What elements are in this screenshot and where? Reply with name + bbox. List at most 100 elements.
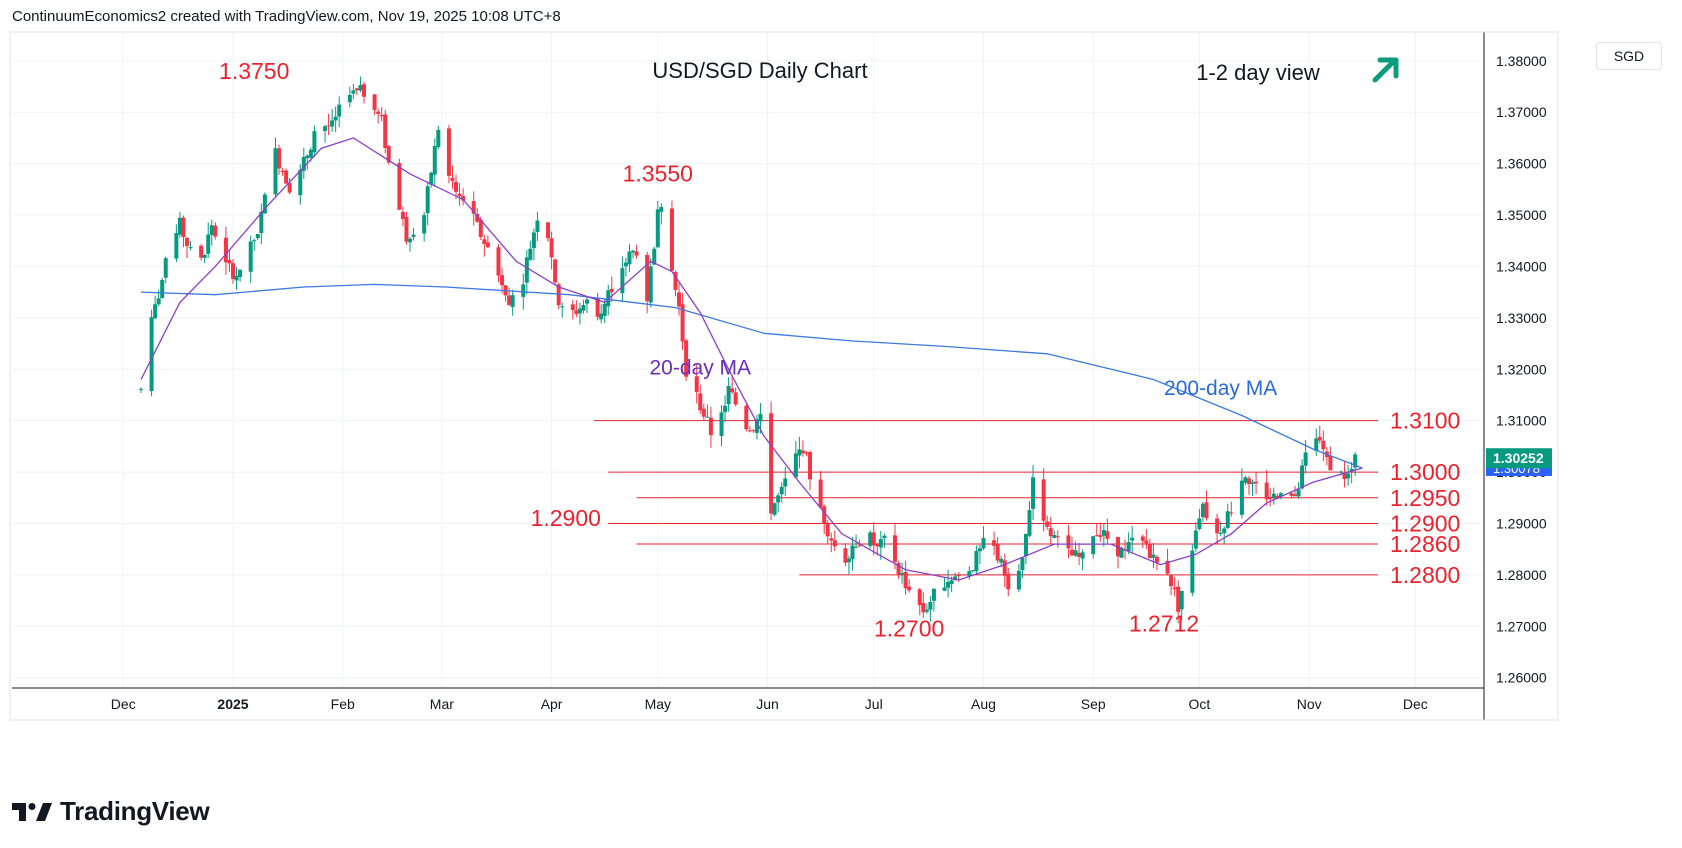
candle-body [397,163,402,210]
candle-body [372,94,377,110]
candle-body [1218,532,1223,534]
candle-body [1296,489,1301,497]
candle-body [1278,493,1283,497]
candle-body [758,413,763,422]
tradingview-logo[interactable]: TradingView [12,796,210,827]
candle-body [333,116,338,121]
candle-body [825,522,830,537]
candle-body [903,571,908,589]
candle-body [1140,536,1145,541]
candle-body [1016,570,1021,590]
candle-body [1041,479,1046,521]
candle-body [425,186,430,214]
candle-body [1147,544,1152,559]
candle-body [1165,560,1170,574]
candle-body [163,258,168,278]
candle-body [800,450,805,454]
candle-body [677,292,682,307]
attribution-text: ContinuumEconomics2 created with Trading… [12,8,561,25]
candle-body [942,587,947,591]
candle-body [181,217,186,238]
candle-body [262,194,267,214]
candle-body [1289,493,1294,496]
y-tick-label: 1.35000 [1496,207,1547,223]
candle-body [726,386,731,405]
candle-body [581,305,586,311]
level-lines [594,420,1378,576]
candle-body [868,532,873,546]
candle-body [1144,540,1149,544]
candle-body [1250,482,1255,484]
candle-body [652,248,657,265]
candle-body [1098,535,1103,537]
chart-title: USD/SGD Daily Chart [652,58,867,83]
candle-body [446,128,451,176]
candle-body [524,257,529,283]
currency-badge[interactable]: SGD [1596,42,1662,70]
candle-body [832,540,837,547]
candle-body [907,586,912,591]
price-annotation: 1.3550 [623,161,693,187]
candle-body [776,495,781,503]
candle-body [970,570,975,572]
candle-body [818,479,823,508]
axes: 1.260001.270001.280001.290001.300001.310… [9,31,1559,721]
candle-body [995,543,1000,561]
x-tick-label: Nov [1297,696,1322,712]
candle-body [928,601,933,610]
x-tick-label: Aug [971,696,996,712]
candle-body [308,149,313,158]
candle-body [684,340,689,377]
candle-body [1268,497,1273,500]
y-tick-label: 1.28000 [1496,567,1547,583]
candle-body [234,275,239,281]
candle-body [238,269,243,277]
candle-body [829,538,834,541]
candle-body [1321,440,1326,450]
candle-body [553,259,558,283]
candle-body [383,114,388,149]
candle-body [850,545,855,560]
x-tick-label: Feb [331,696,355,712]
candle-body [510,295,515,308]
candle-body [1229,512,1234,514]
candle-body [723,405,728,413]
candle-body [1317,436,1322,441]
candle-body [404,216,409,242]
candle-body [949,580,954,585]
candle-body [627,251,632,265]
candle-body [1066,535,1071,549]
candle-body [202,254,207,258]
candle-body [184,237,189,247]
candle-body [1342,473,1347,480]
candle-body [1080,552,1085,559]
x-tick-label: May [645,696,671,712]
level-label: 1.2900 [1390,510,1460,536]
candle-body [461,196,466,201]
candle-body [754,419,759,433]
candle-body [673,271,678,290]
candle-body [1048,528,1053,537]
candle-body [475,213,480,222]
candle-body [570,304,575,311]
candle-body [323,126,328,132]
ma-20-line [140,137,1363,581]
candle-body [1246,478,1251,484]
candle-body [386,145,391,163]
x-tick-label: Mar [430,696,454,712]
candle-body [1204,502,1209,519]
candle-body [680,304,685,342]
candle-body [485,242,490,248]
candle-body [659,207,664,212]
candle-body [595,298,600,317]
candle-body [379,114,384,117]
candle-body [1349,468,1354,472]
candle-body [669,208,674,271]
y-tick-label: 1.27000 [1496,618,1547,634]
candle-body [209,225,214,235]
candle-body [804,452,809,454]
candle-body [298,169,303,196]
candle-body [1339,471,1344,473]
arrow-head [1377,57,1399,79]
